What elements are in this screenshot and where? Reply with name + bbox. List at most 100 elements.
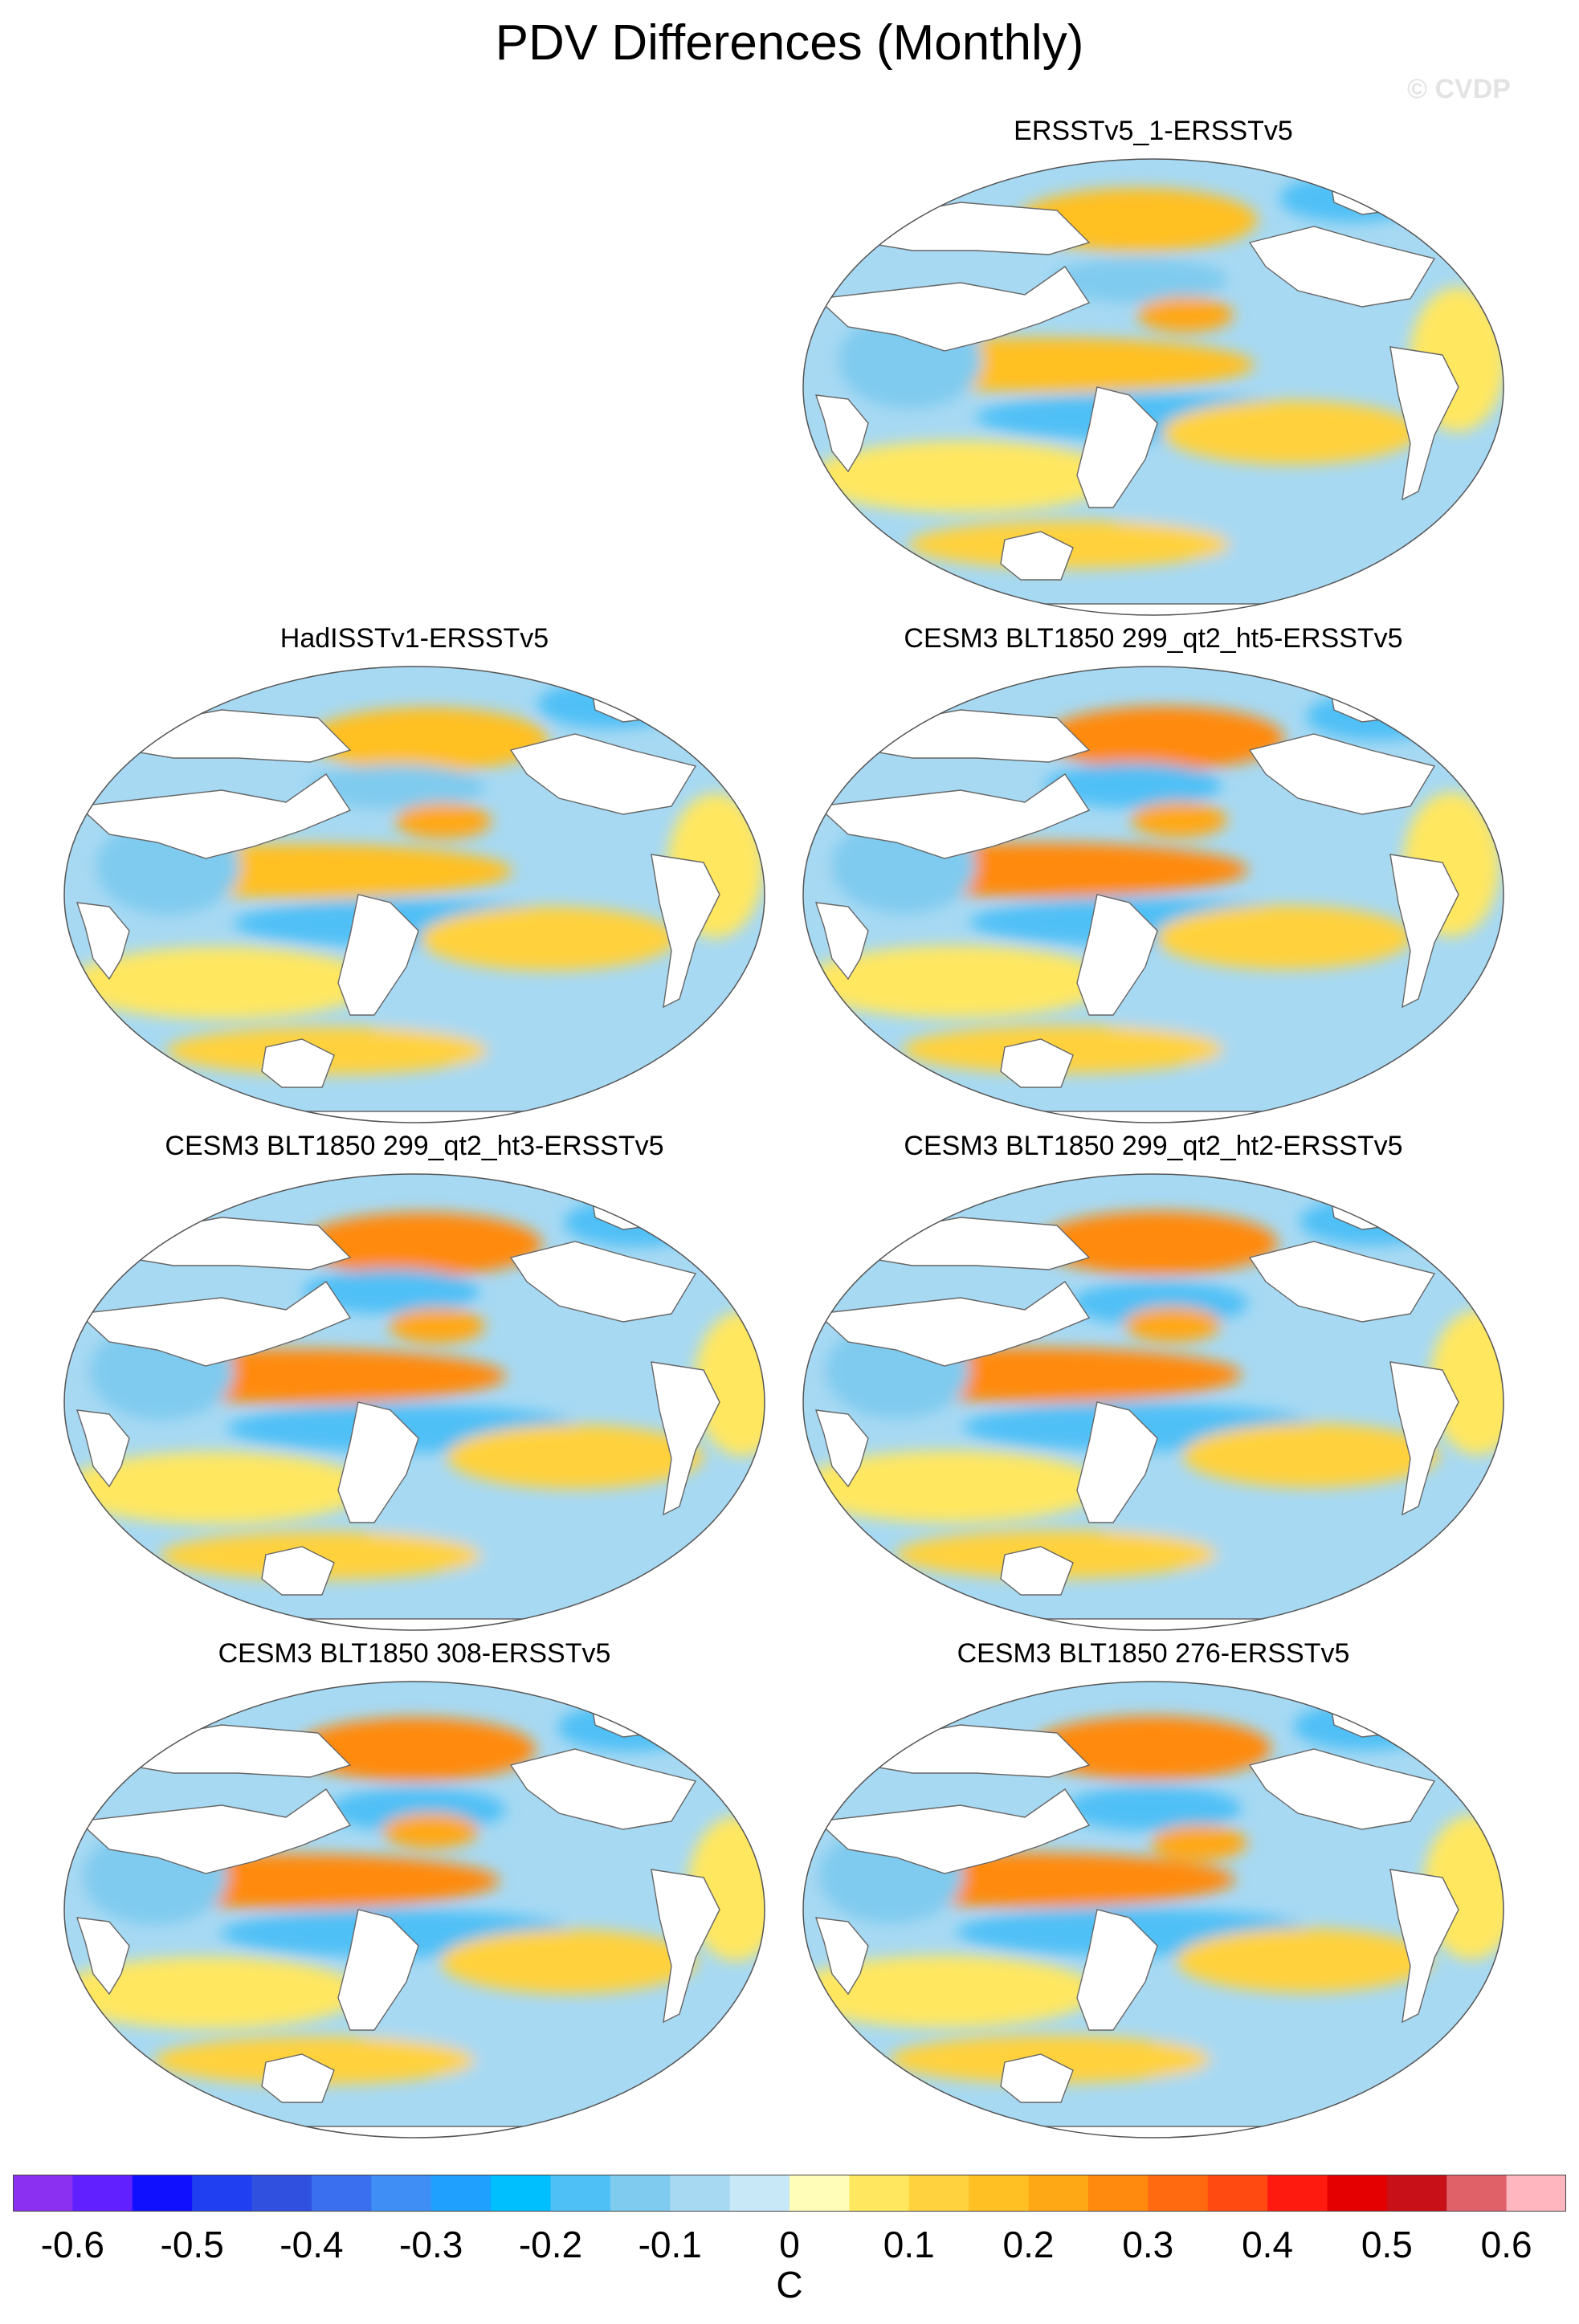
sst-anomaly-region — [308, 707, 549, 772]
land-mass — [75, 1111, 753, 1123]
colorbar-swatch — [849, 2175, 910, 2212]
colorbar-swatch — [1327, 2175, 1388, 2212]
sst-anomaly-region — [803, 1450, 1104, 1523]
colorbar-swatch — [670, 2175, 731, 2212]
map-panel: ERSSTv5_1-ERSSTv5 — [800, 116, 1507, 630]
map-panel: CESM3 BLT1850 276-ERSSTv5 — [800, 1638, 1507, 2152]
colorbar-swatch — [1506, 2175, 1566, 2212]
map-outline — [802, 1681, 1504, 2138]
map-outline — [63, 1681, 765, 2138]
map-globe — [802, 158, 1504, 616]
panel-title: CESM3 BLT1850 276-ERSSTv5 — [957, 1638, 1350, 1669]
sst-anomaly-region — [1043, 706, 1284, 771]
colorbar — [13, 2175, 1566, 2212]
map-panel: HadISSTv1-ERSSTv5 — [61, 623, 768, 1137]
land-mass — [651, 854, 720, 1009]
sst-anomaly-region — [1293, 1702, 1438, 1751]
colorbar-swatch — [1148, 2175, 1209, 2212]
land-mass — [124, 709, 352, 763]
land-mass — [509, 1241, 697, 1323]
land-mass — [1389, 1361, 1459, 1516]
land-mass — [337, 894, 419, 1016]
sst-anomaly-region — [1037, 1211, 1278, 1275]
sst-anomaly-region — [1124, 1307, 1221, 1343]
map-outline — [802, 1173, 1504, 1631]
land-mass — [816, 773, 1091, 859]
colorbar-swatch — [72, 2175, 133, 2212]
sst-anomaly-region — [64, 1451, 368, 1524]
land-mass — [651, 1361, 720, 1516]
land-mass — [509, 733, 697, 815]
sst-anomaly-region — [1176, 1928, 1433, 1993]
sst-anomaly-region — [564, 1198, 708, 1247]
sst-anomaly-region — [1306, 692, 1450, 740]
land-mass — [124, 1217, 352, 1270]
colorbar-swatch — [729, 2175, 790, 2212]
land-mass — [814, 902, 869, 981]
land-mass — [261, 2053, 335, 2103]
sst-anomaly-region — [557, 1703, 702, 1752]
colorbar-swatch — [610, 2175, 671, 2212]
colorbar-swatch — [1267, 2175, 1328, 2212]
land-mass — [1000, 1038, 1074, 1088]
colorbar-swatch — [13, 2175, 73, 2212]
land-mass — [1389, 346, 1459, 501]
colorbar-tick-label: 0 — [779, 2224, 800, 2265]
land-mass — [77, 1788, 352, 1874]
sst-anomaly-region — [1045, 763, 1222, 808]
land-mass — [814, 1111, 1492, 1123]
panel-title: CESM3 BLT1850 308-ERSSTv5 — [218, 1638, 611, 1669]
land-mass — [75, 1409, 130, 1488]
panel-title: CESM3 BLT1850 299_qt2_ht5-ERSSTv5 — [904, 623, 1403, 654]
panel-title: CESM3 BLT1850 299_qt2_ht3-ERSSTv5 — [165, 1131, 664, 1161]
land-mass — [814, 1618, 1492, 1630]
colorbar-swatch — [430, 2175, 492, 2212]
sst-anomaly-region — [1137, 297, 1234, 332]
map-outline — [63, 666, 765, 1123]
colorbar-tick-label: -0.2 — [518, 2224, 583, 2265]
map-panel: CESM3 BLT1850 299_qt2_ht3-ERSSTv5 — [61, 1131, 768, 1645]
sst-anomaly-region — [395, 803, 492, 839]
watermark: © CVDP — [1407, 74, 1511, 104]
sst-anomaly-region — [64, 1956, 361, 2029]
panel-title: CESM3 BLT1850 299_qt2_ht2-ERSSTv5 — [904, 1131, 1403, 1161]
sst-anomaly-region — [447, 1425, 704, 1489]
land-mass — [1389, 854, 1459, 1009]
sst-anomaly-region — [420, 906, 677, 971]
land-mass — [261, 1038, 335, 1088]
colorbar-swatch — [1446, 2175, 1508, 2212]
sst-anomaly-region — [295, 1717, 536, 1782]
map-globe — [63, 1173, 765, 1631]
sst-anomaly-region — [537, 680, 682, 729]
map-outline — [802, 666, 1504, 1123]
sst-anomaly-region — [1030, 1715, 1271, 1780]
land-mass — [814, 394, 869, 473]
land-mass — [814, 603, 1492, 615]
figure-title: PDV Differences (Monthly) — [495, 15, 1084, 71]
colorbar-tick-label: 0.1 — [883, 2224, 935, 2265]
sst-anomaly-region — [382, 1813, 479, 1849]
land-mass — [1076, 894, 1158, 1016]
land-mass — [1000, 2053, 1074, 2103]
sst-anomaly-region — [1120, 2028, 1410, 2093]
sst-anomaly-region — [1156, 905, 1413, 970]
colorbar-swatch — [132, 2175, 193, 2212]
map-panel: CESM3 BLT1850 299_qt2_ht2-ERSSTv5 — [800, 1131, 1507, 1645]
land-mass — [337, 1401, 419, 1523]
land-mass — [814, 1409, 869, 1488]
colorbar-tick-label: 0.6 — [1480, 2224, 1532, 2265]
sst-anomaly-region — [1279, 173, 1424, 222]
land-mass — [1076, 1401, 1158, 1523]
sst-anomaly-region — [1182, 1423, 1439, 1488]
land-mass — [1000, 1546, 1074, 1596]
map-outline — [802, 158, 1504, 616]
colorbar-tick-label: 0.5 — [1361, 2224, 1413, 2265]
land-mass — [1248, 733, 1436, 815]
land-mass — [75, 2126, 753, 2138]
map-globe — [63, 1681, 765, 2138]
land-mass — [75, 902, 130, 981]
colorbar-swatch — [969, 2175, 1030, 2212]
map-globe — [802, 1173, 1504, 1631]
land-mass — [651, 1869, 720, 2024]
sst-anomaly-region — [303, 1269, 479, 1315]
